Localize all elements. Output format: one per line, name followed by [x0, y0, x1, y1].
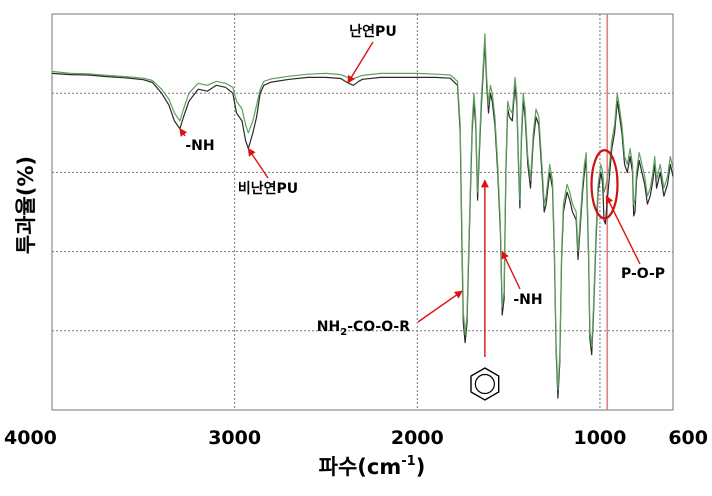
- spectrum-line-2: [51, 33, 674, 391]
- annotation-label: NH2-CO-O-R: [317, 319, 410, 338]
- grid-layer: [51, 13, 674, 411]
- annotation-label: -NH: [185, 138, 214, 154]
- annotation-label: 난연PU: [349, 23, 396, 40]
- plot-frame: [51, 13, 674, 411]
- x-tick-label: 1000: [573, 427, 626, 449]
- benzene-ring-icon: [470, 367, 500, 401]
- x-tick-label: 600: [668, 427, 708, 449]
- y-axis-label: 투과율(%): [14, 156, 38, 254]
- annotation-arrow: [179, 128, 188, 137]
- overlay-layer: [179, 41, 641, 401]
- annotation-label-main: NH: [317, 319, 340, 335]
- annotation-arrow: [501, 250, 521, 290]
- annotation-arrow: [605, 195, 641, 265]
- annotation-arrow: [417, 290, 463, 323]
- x-tick-label: 2000: [391, 427, 444, 449]
- annotation-label: 비난연PU: [238, 180, 298, 197]
- x-axis-label-sup: -1: [401, 454, 415, 469]
- annotation-arrow: [247, 147, 269, 179]
- x-tick-label: 3000: [208, 427, 261, 449]
- text-layer: 투과율(%) 파수(cm-1) 4000 3000 2000 1000 600 난연PU -…: [4, 23, 708, 479]
- x-tick-label: 4000: [4, 427, 57, 449]
- series-layer: [51, 33, 674, 399]
- x-axis-label-close: ): [416, 455, 426, 479]
- highlight-ellipse: [590, 149, 619, 220]
- x-axis-label-main: 파수(cm: [319, 455, 402, 479]
- benzene-ring-inner-icon: [474, 373, 495, 395]
- x-axis-label: 파수(cm-1): [319, 454, 426, 479]
- annotation-label: -NH: [513, 292, 542, 308]
- annotation-label-rest: -CO-O-R: [347, 319, 410, 335]
- annotation-arrow: [347, 41, 374, 84]
- annotation-label: P-O-P: [621, 266, 665, 282]
- annotation-label-sub: 2: [340, 327, 347, 338]
